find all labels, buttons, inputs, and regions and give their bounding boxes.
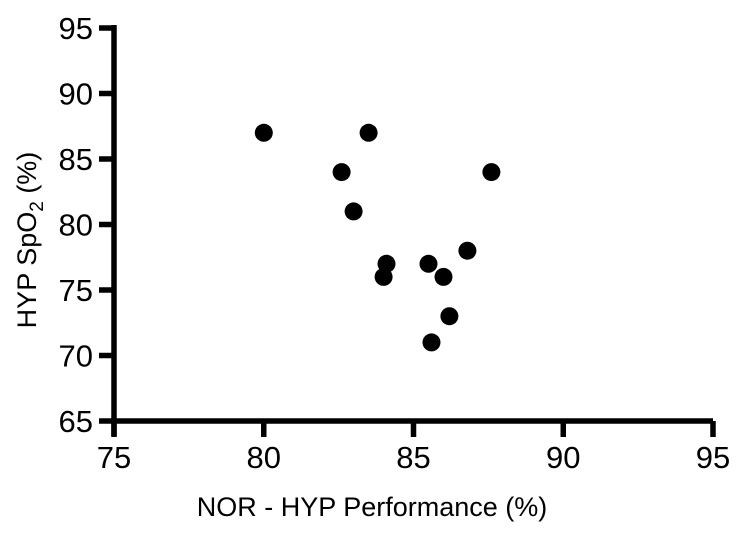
y-tick-label: 70 [59,339,93,374]
y-tick-label: 85 [59,142,93,177]
y-axis-title-unit: (%) [12,152,42,202]
data-point [422,333,441,352]
y-tick-label: 90 [59,77,93,112]
data-point [254,123,273,142]
y-tick-label: 95 [59,11,93,46]
x-tick-label: 75 [97,440,131,475]
x-tick-label: 85 [396,440,430,475]
y-axis-title-subscript: 2 [27,201,48,212]
tick-marks [99,25,716,437]
y-tick-label: 75 [59,273,93,308]
y-axis-title-text: HYP SpO [12,212,42,329]
x-tick-label: 95 [696,440,730,475]
data-points [254,123,501,352]
axes [111,25,713,436]
data-point [434,267,453,286]
data-point [344,202,363,221]
data-point [419,254,438,273]
data-point [377,254,396,273]
y-tick-label: 80 [59,208,93,243]
data-point [332,163,351,182]
data-point [458,241,477,260]
x-axis-title: NOR - HYP Performance (%) [197,492,548,522]
data-point [440,307,459,326]
data-point [482,163,501,182]
x-tick-label: 80 [247,440,281,475]
x-tick-label: 90 [546,440,580,475]
data-point [359,123,378,142]
y-axis-title: HYP SpO2 (%) [12,152,48,329]
tick-labels: 65 70 75 80 85 90 95 75 80 85 90 95 [59,11,731,475]
y-tick-label: 65 [59,404,93,439]
